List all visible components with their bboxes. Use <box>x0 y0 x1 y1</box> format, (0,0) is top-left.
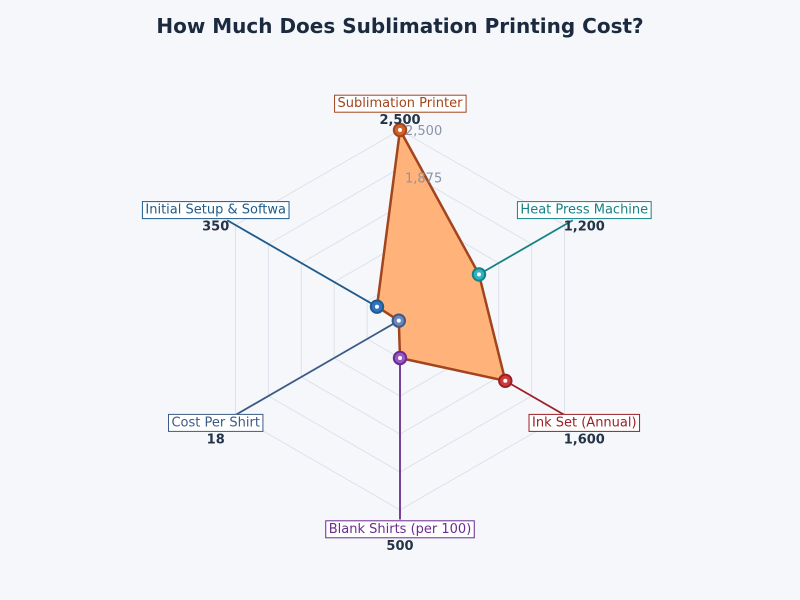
data-point-center <box>476 272 481 277</box>
marker-layer <box>369 122 513 388</box>
category-label-box <box>325 520 475 539</box>
category-label-text: Cost Per Shirt <box>171 415 259 430</box>
category-label-initial-setup-softwa: Initial Setup & Softwa 350 <box>141 201 290 235</box>
category-label-heat-press-machine: Heat Press Machine 1,200 <box>516 201 652 235</box>
category-label-box <box>528 413 641 432</box>
category-label-cost-per-shirt: Cost Per Shirt 18 <box>167 413 264 447</box>
tick-layer: 2,500 1,875 <box>405 124 442 187</box>
category-label-box <box>516 201 652 220</box>
data-point-center <box>374 304 379 309</box>
category-label-box <box>334 94 467 113</box>
category-label-text: Blank Shirts (per 100) <box>329 522 472 537</box>
spoke-layer <box>226 219 574 520</box>
data-point-sublimation-printer <box>392 122 408 138</box>
spoke-initial-setup-softwa <box>226 219 378 308</box>
category-label-blank-shirts-per-100: Blank Shirts (per 100) 500 <box>325 520 475 554</box>
data-point-ink-set-annual <box>498 373 513 388</box>
category-label-box <box>167 413 264 432</box>
value-label: 350 <box>202 220 229 235</box>
spoke-cost-per-shirt <box>226 319 400 421</box>
data-point-center <box>396 318 401 323</box>
value-label: 500 <box>386 539 413 554</box>
value-label: 18 <box>207 432 225 447</box>
value-label: 2,500 <box>379 113 420 128</box>
data-point-center <box>398 356 402 360</box>
data-point-center <box>398 128 402 132</box>
data-point-heat-press-machine <box>471 267 487 282</box>
data-point-center <box>503 378 508 383</box>
category-label-text: Ink Set (Annual) <box>532 415 637 430</box>
chart-title: How Much Does Sublimation Printing Cost? <box>156 14 643 38</box>
data-point-cost-per-shirt <box>391 313 407 328</box>
category-label-text: Heat Press Machine <box>520 203 648 218</box>
value-label: 1,200 <box>564 220 605 235</box>
data-point-initial-setup-softwa <box>369 299 385 314</box>
label-layer: Sublimation Printer 2,500 Heat Press Machi… <box>141 94 652 554</box>
value-label: 1,600 <box>564 432 605 447</box>
category-label-sublimation-printer: Sublimation Printer 2,500 <box>334 94 467 128</box>
radial-tick-label: 1,875 <box>405 172 442 187</box>
category-label-text: Sublimation Printer <box>338 96 464 111</box>
data-point-blank-shirts-per-100 <box>392 350 408 366</box>
spoke-ink-set-annual <box>504 380 574 421</box>
category-label-ink-set-annual: Ink Set (Annual) 1,600 <box>528 413 641 447</box>
category-label-text: Initial Setup & Softwa <box>145 203 286 218</box>
spoke-heat-press-machine <box>478 219 574 276</box>
category-label-box <box>141 201 290 220</box>
radial-tick-label: 2,500 <box>405 124 442 139</box>
